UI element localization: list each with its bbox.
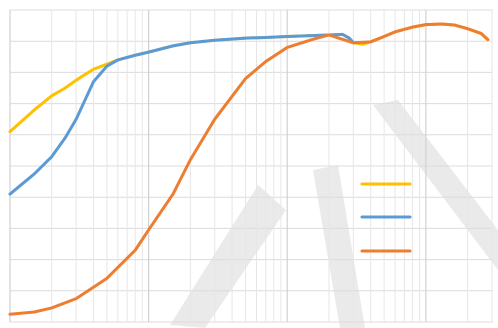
watermark-shape <box>170 185 286 328</box>
series-line-1 <box>8 22 490 134</box>
legend <box>360 182 412 253</box>
series-line-2 <box>8 32 355 196</box>
watermark-shape <box>313 165 365 328</box>
series-line-3 <box>8 22 490 316</box>
watermark <box>170 100 498 328</box>
series-lines <box>8 22 490 316</box>
grid <box>9 9 493 323</box>
